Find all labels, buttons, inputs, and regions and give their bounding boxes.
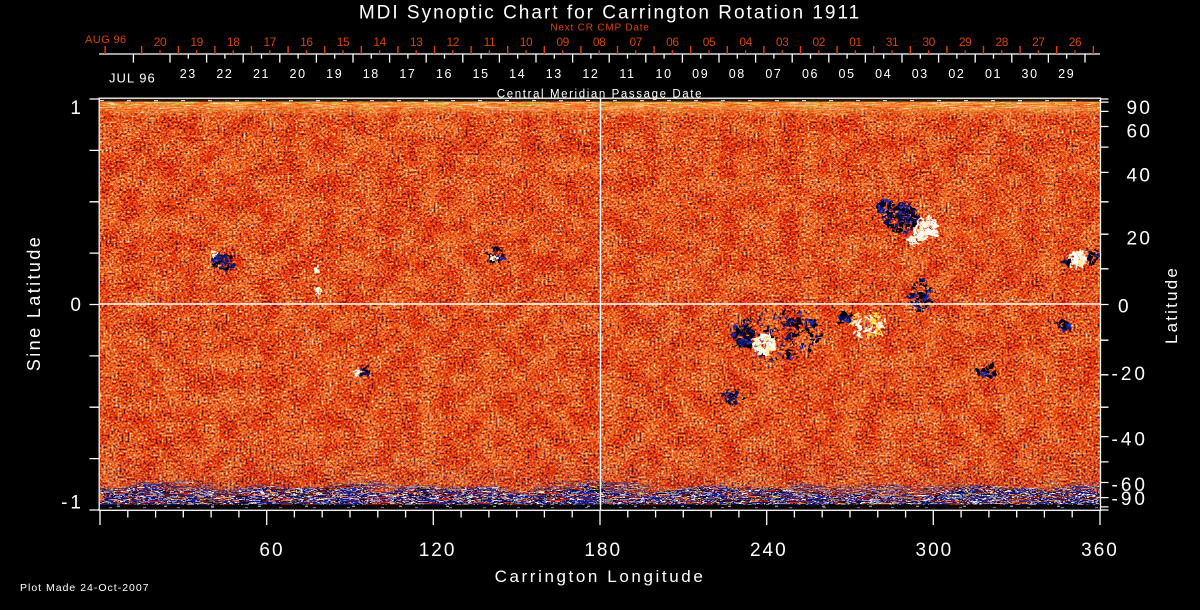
svg-text:14: 14 — [373, 35, 386, 49]
svg-text:20: 20 — [1127, 228, 1153, 249]
svg-text:03: 03 — [912, 67, 929, 81]
svg-text:Latitude: Latitude — [1162, 266, 1181, 344]
svg-text:01: 01 — [985, 67, 1002, 81]
svg-text:Central Meridian Passage Date: Central Meridian Passage Date — [497, 89, 703, 101]
svg-text:30: 30 — [1022, 67, 1039, 81]
svg-text:07: 07 — [765, 67, 782, 81]
svg-text:0: 0 — [70, 295, 84, 316]
svg-text:20: 20 — [154, 35, 167, 49]
svg-text:JUL 96: JUL 96 — [109, 70, 156, 85]
svg-text:-20: -20 — [1112, 364, 1148, 385]
svg-text:27: 27 — [1032, 35, 1045, 49]
svg-text:08: 08 — [729, 67, 746, 81]
svg-text:22: 22 — [216, 67, 233, 81]
svg-text:01: 01 — [849, 35, 862, 49]
svg-text:12: 12 — [447, 35, 460, 49]
svg-text:03: 03 — [776, 35, 789, 49]
svg-text:29: 29 — [959, 35, 972, 49]
svg-text:Sine Latitude: Sine Latitude — [24, 235, 44, 371]
svg-text:240: 240 — [750, 540, 788, 561]
svg-text:60: 60 — [259, 540, 284, 561]
svg-text:06: 06 — [802, 67, 819, 81]
svg-text:AUG 96: AUG 96 — [85, 34, 127, 46]
svg-text:300: 300 — [916, 540, 954, 561]
svg-text:1: 1 — [70, 98, 84, 119]
svg-text:29: 29 — [1058, 67, 1075, 81]
svg-text:120: 120 — [419, 540, 457, 561]
svg-text:-60: -60 — [1112, 475, 1148, 496]
svg-text:40: 40 — [1127, 166, 1153, 187]
svg-text:19: 19 — [190, 35, 203, 49]
svg-text:05: 05 — [839, 67, 856, 81]
svg-text:13: 13 — [410, 35, 423, 49]
svg-text:09: 09 — [692, 67, 709, 81]
svg-text:16: 16 — [436, 67, 453, 81]
svg-text:30: 30 — [922, 35, 935, 49]
svg-text:11: 11 — [484, 35, 496, 49]
svg-text:04: 04 — [875, 67, 892, 81]
svg-text:20: 20 — [290, 67, 307, 81]
svg-text:17: 17 — [264, 35, 277, 49]
svg-text:Next CR CMP Date: Next CR CMP Date — [550, 23, 649, 34]
svg-text:26: 26 — [1069, 35, 1082, 49]
svg-text:09: 09 — [556, 35, 569, 49]
svg-text:16: 16 — [300, 35, 313, 49]
svg-text:15: 15 — [337, 35, 350, 49]
svg-text:-1: -1 — [61, 492, 84, 513]
svg-text:31: 31 — [886, 35, 899, 49]
svg-text:18: 18 — [227, 35, 240, 49]
svg-text:13: 13 — [546, 67, 563, 81]
svg-text:0: 0 — [1118, 297, 1131, 318]
svg-text:10: 10 — [520, 35, 533, 49]
svg-text:11: 11 — [619, 67, 635, 81]
svg-text:Plot Made 24-Oct-2007: Plot Made 24-Oct-2007 — [20, 582, 150, 594]
svg-text:10: 10 — [656, 67, 673, 81]
svg-text:Carrington Longitude: Carrington Longitude — [495, 567, 706, 586]
svg-text:360: 360 — [1081, 540, 1119, 561]
svg-text:07: 07 — [630, 35, 643, 49]
svg-text:08: 08 — [593, 35, 606, 49]
svg-text:06: 06 — [666, 35, 679, 49]
svg-text:MDI Synoptic Chart for Carring: MDI Synoptic Chart for Carrington Rotati… — [359, 3, 861, 24]
svg-text:18: 18 — [363, 67, 380, 81]
svg-text:17: 17 — [399, 67, 416, 81]
svg-text:14: 14 — [509, 67, 526, 81]
svg-text:21: 21 — [253, 67, 270, 81]
svg-text:15: 15 — [473, 67, 490, 81]
svg-text:-40: -40 — [1112, 430, 1148, 451]
svg-text:12: 12 — [582, 67, 599, 81]
svg-text:23: 23 — [180, 67, 197, 81]
svg-text:02: 02 — [813, 35, 826, 49]
svg-text:-90: -90 — [1112, 489, 1148, 510]
svg-text:05: 05 — [703, 35, 716, 49]
svg-text:60: 60 — [1127, 121, 1153, 142]
svg-text:90: 90 — [1127, 98, 1153, 119]
svg-text:02: 02 — [948, 67, 965, 81]
svg-text:19: 19 — [326, 67, 343, 81]
svg-text:180: 180 — [584, 540, 622, 561]
svg-text:04: 04 — [739, 35, 752, 49]
svg-text:28: 28 — [996, 35, 1009, 49]
